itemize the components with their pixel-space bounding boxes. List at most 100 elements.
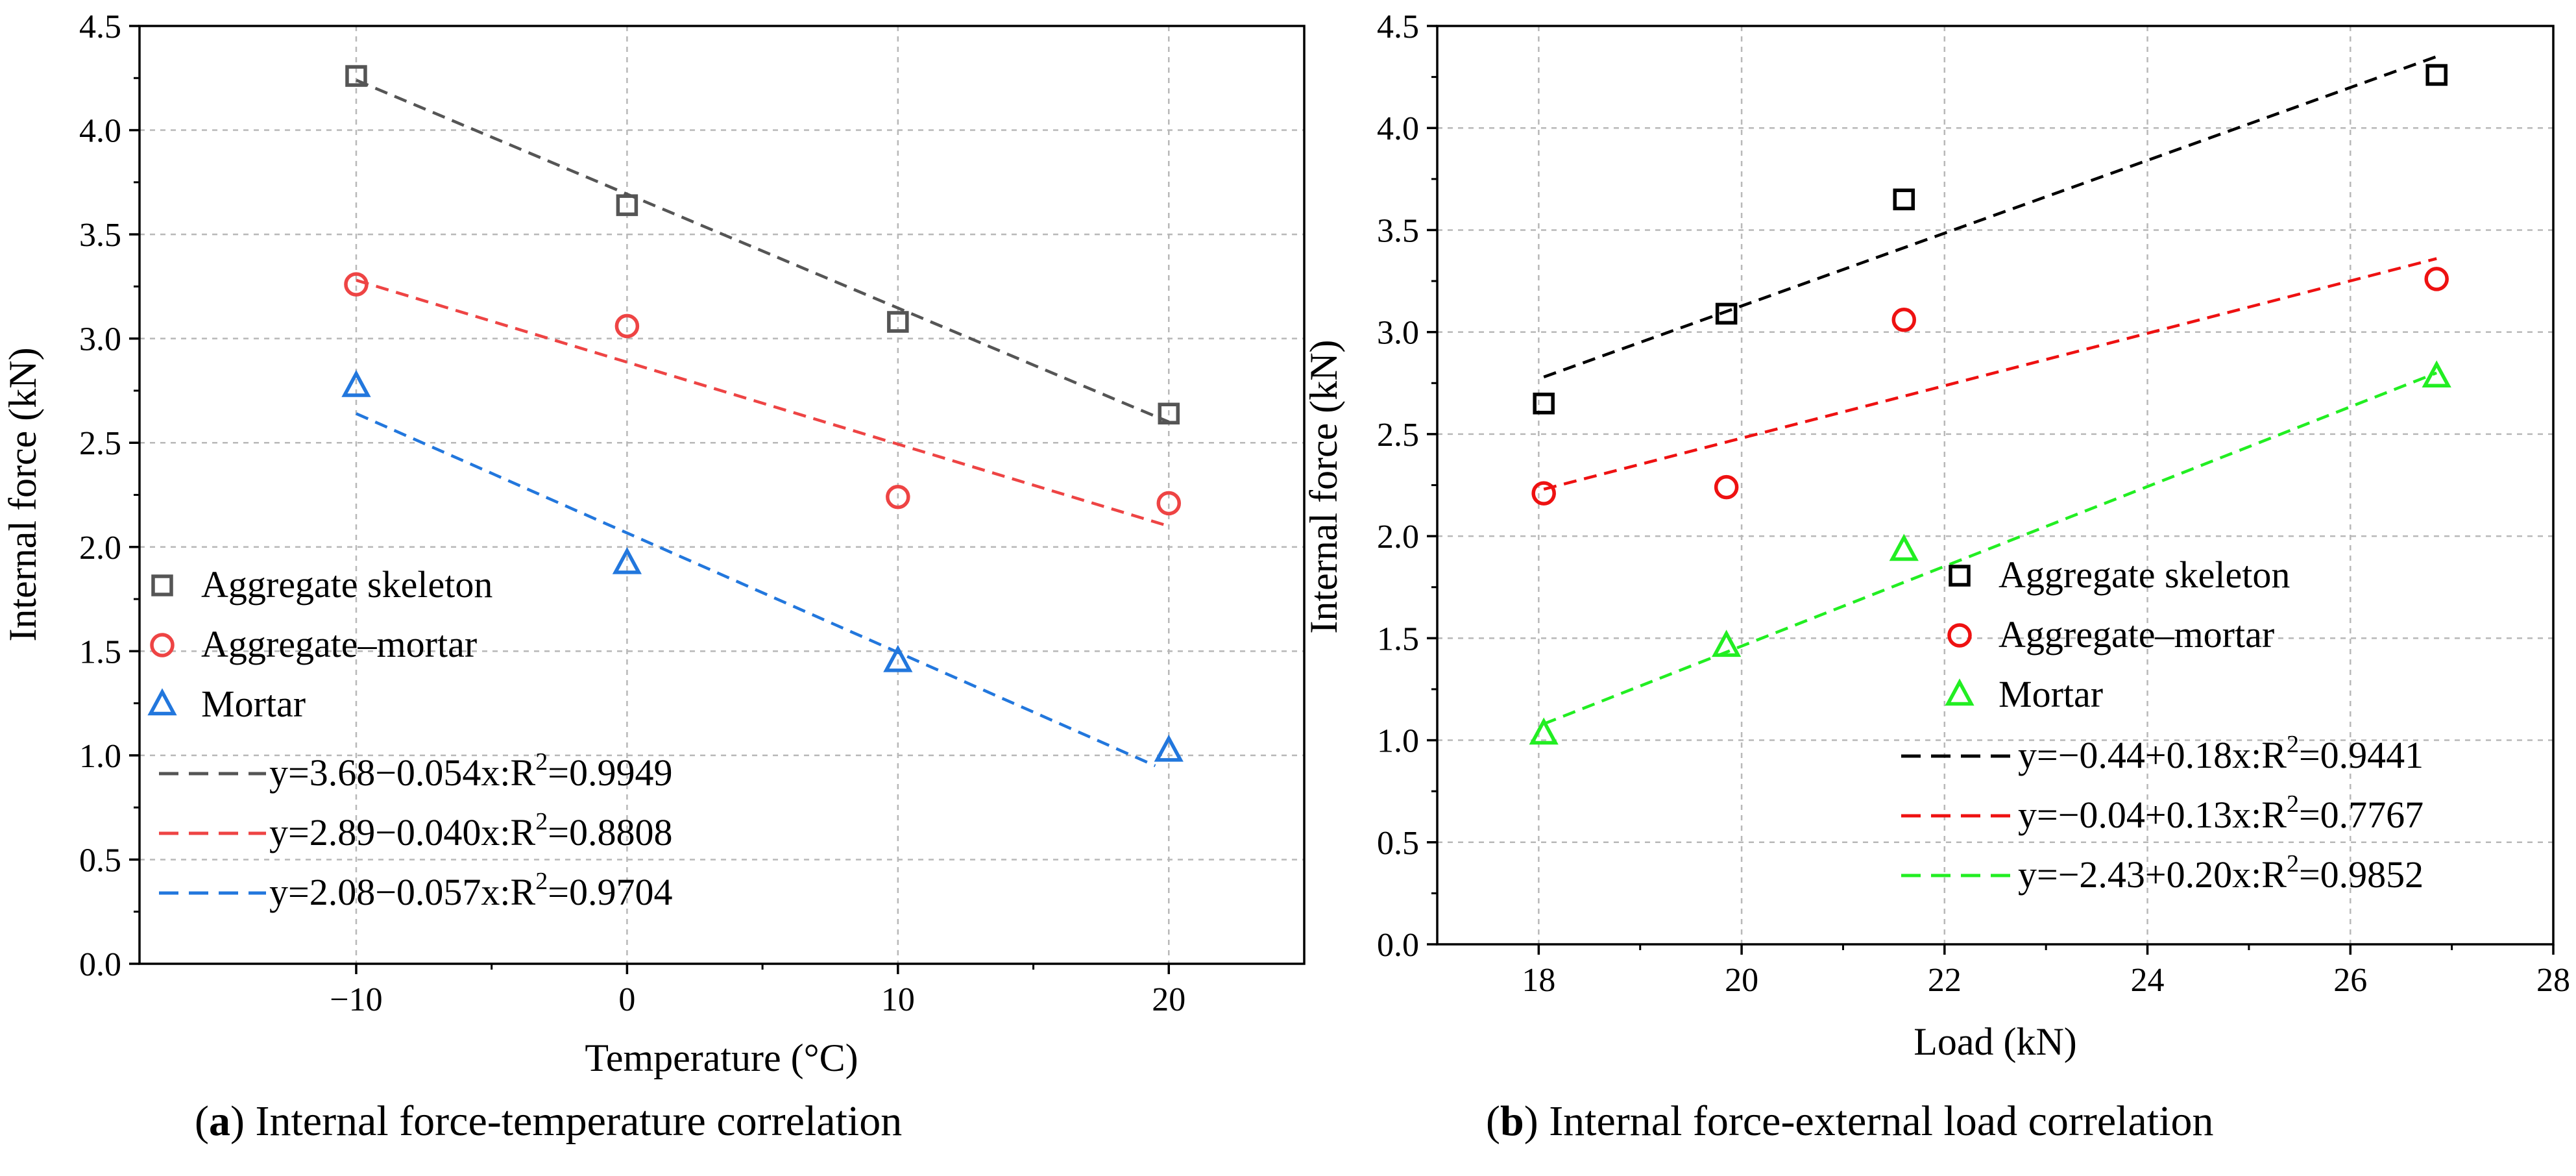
fit-equation: y=−0.04+0.13x:R xyxy=(2018,794,2287,836)
data-point xyxy=(1714,474,1739,500)
data-point xyxy=(1154,734,1184,762)
panel-a-caption: (a) Internal force-temperature correlati… xyxy=(195,1097,903,1145)
fit-line-2 xyxy=(356,278,1169,528)
y-tick-label: 1.5 xyxy=(1377,620,1419,657)
fit-equation: y=2.08−0.057x:R xyxy=(269,871,536,913)
y-tick-label: 2.0 xyxy=(1377,519,1419,556)
legend-fit-label: y=3.68−0.054x:R2=0.9949 xyxy=(269,748,672,794)
data-point xyxy=(1891,308,1917,332)
data-point xyxy=(341,369,371,397)
legend-label: Aggregate–mortar xyxy=(201,623,477,665)
fit-r2-value: =0.9852 xyxy=(2299,853,2424,896)
x-tick-label: −10 xyxy=(330,981,382,1018)
legend-marker xyxy=(150,633,175,657)
fit-equation: y=−2.43+0.20x:R xyxy=(2018,853,2287,896)
data-point xyxy=(886,484,910,509)
data-point xyxy=(887,311,909,333)
fit-line-3 xyxy=(1543,371,2438,726)
data-point xyxy=(614,313,640,339)
data-point xyxy=(612,546,642,574)
y-tick-label: 4.5 xyxy=(1377,8,1419,45)
legend-label: Mortar xyxy=(201,683,306,725)
y-tick-label: 3.0 xyxy=(79,321,121,358)
y-tick-label: 1.5 xyxy=(79,633,121,670)
data-point xyxy=(1715,302,1738,325)
legend-label: Mortar xyxy=(1999,673,2103,715)
x-tick-label: 10 xyxy=(881,981,915,1018)
fit-equation: y=2.89−0.040x:R xyxy=(269,811,536,853)
y-tick-label: 4.5 xyxy=(79,8,121,45)
fit-equation: y=3.68−0.054x:R xyxy=(269,752,536,794)
x-tick-label: 24 xyxy=(2131,962,2165,999)
y-axis-label: Internal force (kN) xyxy=(1,347,44,641)
legend-fit-label: y=−2.43+0.20x:R2=0.9852 xyxy=(2018,850,2424,896)
y-tick-label: 3.5 xyxy=(79,217,121,254)
y-tick-label: 0.5 xyxy=(1377,825,1419,862)
fit-equation: y=−0.44+0.18x:R xyxy=(2018,734,2287,776)
fit-line-1 xyxy=(1543,55,2437,378)
y-tick-label: 3.5 xyxy=(1377,212,1419,249)
x-tick-label: 0 xyxy=(618,981,635,1018)
fit-r2-value: =0.9441 xyxy=(2299,734,2424,776)
data-point xyxy=(1156,491,1182,516)
x-tick-label: 18 xyxy=(1522,962,1555,999)
data-point xyxy=(883,644,913,672)
fit-line-1 xyxy=(356,79,1170,424)
y-tick-label: 3.0 xyxy=(1377,315,1419,352)
data-point xyxy=(616,194,638,216)
data-point xyxy=(1533,392,1555,415)
legend-marker xyxy=(1945,678,1975,706)
fit-r2-value: =0.9704 xyxy=(548,871,672,913)
legend-fit-label: y=2.89−0.040x:R2=0.8808 xyxy=(269,808,672,853)
y-axis-label: Internal force (kN) xyxy=(1302,339,1345,633)
data-point xyxy=(1158,402,1180,425)
data-point xyxy=(2422,360,2451,388)
fit-r2-value: =0.9949 xyxy=(548,752,672,794)
x-axis-label: Temperature (°C) xyxy=(585,1036,858,1079)
data-point xyxy=(1889,533,1919,561)
fit-superscript: 2 xyxy=(535,748,548,776)
data-point xyxy=(344,272,369,297)
panel-b-caption-text: Internal force-external load correlation xyxy=(1549,1097,2214,1145)
legend-fit-label: y=2.08−0.057x:R2=0.9704 xyxy=(269,868,672,913)
panel-a-letter: a xyxy=(208,1097,230,1145)
y-tick-label: 2.5 xyxy=(79,425,121,462)
legend-label: Aggregate–mortar xyxy=(1999,613,2274,655)
fit-line-3 xyxy=(356,412,1156,768)
panel-b-letter: b xyxy=(1500,1097,1524,1145)
legend-fit-label: y=−0.44+0.18x:R2=0.9441 xyxy=(2018,731,2424,776)
fit-superscript: 2 xyxy=(2287,731,2299,758)
fit-r2-value: =0.7767 xyxy=(2299,794,2424,836)
fit-r2-value: =0.8808 xyxy=(548,811,672,853)
legend-marker xyxy=(1949,565,1971,587)
panel-a-caption-text: Internal force-temperature correlation xyxy=(255,1097,903,1145)
fit-superscript: 2 xyxy=(535,868,548,895)
fit-line-2 xyxy=(1543,257,2437,491)
legend-label: Aggregate skeleton xyxy=(1999,554,2290,596)
legend-marker xyxy=(1947,623,1972,648)
chart-panel-a: −10 0 10 20 0.0 0.5 1.0 1.5 2.0 2.5 3.0 3.5 4.0 4.5 Te… xyxy=(1,8,1306,1079)
fit-superscript: 2 xyxy=(2287,850,2299,877)
y-tick-label: 2.5 xyxy=(1377,417,1419,454)
y-tick-label: 4.0 xyxy=(79,113,121,150)
data-point xyxy=(2425,64,2448,86)
x-axis-label: Load (kN) xyxy=(1914,1020,2077,1063)
data-point xyxy=(2424,267,2449,291)
y-tick-label: 0.5 xyxy=(79,842,121,879)
y-tick-label: 2.0 xyxy=(79,530,121,567)
panel-b-caption: (b) Internal force-external load correla… xyxy=(1486,1097,2214,1145)
legend-marker xyxy=(151,574,173,596)
x-tick-label: 22 xyxy=(1928,962,1962,999)
y-tick-label: 1.0 xyxy=(79,738,121,775)
legend-fit-label: y=−0.04+0.13x:R2=0.7767 xyxy=(2018,790,2424,836)
data-point xyxy=(1893,188,1915,211)
y-tick-label: 4.0 xyxy=(1377,110,1419,147)
data-point xyxy=(1531,481,1556,506)
x-tick-label: 20 xyxy=(1725,962,1758,999)
fit-superscript: 2 xyxy=(535,808,548,835)
x-tick-label: 20 xyxy=(1152,981,1185,1018)
data-point xyxy=(345,65,367,87)
x-tick-label: 28 xyxy=(2536,962,2570,999)
y-tick-label: 1.0 xyxy=(1377,723,1419,760)
